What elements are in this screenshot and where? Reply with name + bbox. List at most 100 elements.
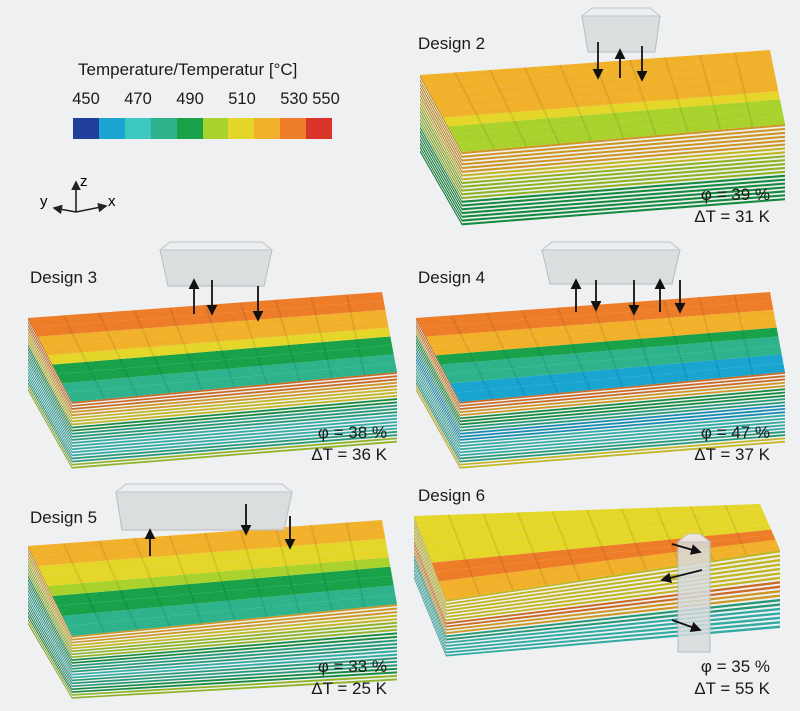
fin-slab-side: [416, 351, 460, 435]
fin-slab-side: [28, 622, 72, 699]
fin-slab-side: [72, 674, 397, 696]
design-4-delta-t: ΔT = 37 K: [694, 445, 770, 464]
fin-notch: [556, 307, 591, 391]
fin-slab-side: [460, 408, 785, 438]
fin-slab-side: [28, 567, 72, 656]
fin-slab-side: [420, 142, 462, 218]
design-6-metrics: φ = 35 % ΔT = 55 K: [694, 656, 770, 700]
fin-slab-side: [460, 378, 785, 410]
fin-slab-side: [72, 375, 397, 407]
coordinate-axes-icon: z x y: [40, 173, 116, 215]
fin-top-band: [28, 292, 384, 328]
design-4-label: Design 4: [418, 268, 486, 287]
fin-top-band: [57, 345, 394, 384]
fin-slab-side: [460, 388, 785, 420]
design-6-phi: φ = 35 %: [700, 657, 770, 676]
fin-slab-side: [414, 537, 446, 622]
fin-slab-side: [28, 351, 72, 435]
fin-slab-side: [28, 604, 72, 685]
fin-top-band: [420, 50, 772, 84]
fin-slab-side: [28, 611, 72, 690]
fin-notch: [734, 52, 754, 128]
manifold-box: [581, 15, 661, 53]
fin-slab-side: [462, 198, 785, 226]
fin-slab-side: [460, 427, 785, 457]
fin-slab-side: [28, 321, 72, 407]
fin-slab-side: [416, 348, 460, 432]
fin-slab-side: [460, 401, 785, 432]
fin-slab-side: [416, 375, 460, 457]
fin-slab-side: [420, 82, 462, 162]
fin-slab-side: [28, 582, 72, 667]
fin-slab-side: [420, 86, 462, 166]
fin-slab-side: [72, 414, 397, 444]
fin-top-band: [57, 576, 394, 616]
design-3-delta-t: ΔT = 36 K: [311, 445, 387, 464]
legend-tick-530: 530: [280, 90, 308, 108]
fin-slab-side: [416, 365, 460, 447]
fin-notch: [655, 507, 681, 566]
fin-notch: [310, 296, 333, 379]
fin-slab-side: [416, 368, 460, 451]
fin-slab-side: [72, 643, 397, 670]
fin-slab-side: [460, 372, 785, 404]
fin-slab-side: [28, 549, 72, 641]
fin-top-band: [425, 309, 775, 346]
fin-slab-side: [28, 586, 72, 670]
fin-top-band: [42, 548, 389, 586]
fin-top-band: [428, 524, 772, 563]
fin-slab-side: [420, 78, 462, 158]
manifold-box-top: [540, 241, 682, 251]
design-4-phi: φ = 47 %: [700, 423, 770, 442]
fin-slab-side: [460, 411, 785, 441]
fin-slab-side: [72, 378, 397, 410]
manifold-box: [159, 249, 273, 287]
colorbar-swatch: [176, 118, 203, 139]
fin-slab-side: [72, 417, 397, 447]
fin-slab-side: [420, 102, 462, 181]
design-5-metrics: φ = 33 % ΔT = 25 K: [311, 656, 387, 700]
fin-slab-side: [72, 385, 397, 417]
fin-slab-side: [28, 371, 72, 454]
fin-top-band: [440, 336, 780, 374]
design-2-label: Design 2: [418, 34, 486, 53]
fin-slab-side: [72, 628, 397, 658]
fin-slab-side: [72, 437, 397, 466]
flow-arrow: [671, 543, 702, 555]
fin-slab-side: [460, 398, 785, 429]
fin-slab-side: [72, 391, 397, 423]
axis-x-label: x: [108, 193, 116, 210]
fin-slab-side: [416, 361, 460, 444]
manifold-box-top: [158, 241, 274, 251]
fin-slab-side: [462, 186, 785, 215]
axis-z-label: z: [80, 173, 88, 190]
manifold-box: [115, 491, 293, 531]
fin-slab-side: [28, 556, 72, 647]
legend-tick-490: 490: [176, 90, 204, 108]
design-3-metrics: φ = 38 % ΔT = 36 K: [311, 422, 387, 466]
fin-slab-side: [72, 401, 397, 432]
fin-slab-side: [416, 318, 460, 404]
fin-slab-side: [28, 578, 72, 664]
fin-slab-side: [420, 126, 462, 203]
fin-slab-side: [28, 361, 72, 444]
fin-notch: [168, 535, 203, 624]
legend-colorbar: [73, 118, 333, 139]
fin-slab-side: [462, 178, 785, 207]
fin-slab-side: [460, 404, 785, 435]
fin-slab-side: [414, 516, 446, 602]
fin-slab-side: [462, 135, 785, 166]
fin-slab-side: [28, 318, 72, 404]
manifold-box-top: [676, 533, 712, 543]
fin-slab-side: [28, 589, 72, 673]
legend-tick-550: 550: [312, 90, 340, 108]
fin-notch: [447, 514, 481, 596]
fin-notch: [97, 312, 138, 397]
fin-slab-side: [416, 381, 460, 463]
fin-top-band: [28, 520, 384, 556]
fin-notch: [592, 304, 624, 388]
fin-slab-side: [28, 575, 72, 661]
colorbar-swatch: [228, 118, 255, 139]
fin-slab-side: [416, 331, 460, 417]
fin-slab-side: [72, 667, 397, 690]
